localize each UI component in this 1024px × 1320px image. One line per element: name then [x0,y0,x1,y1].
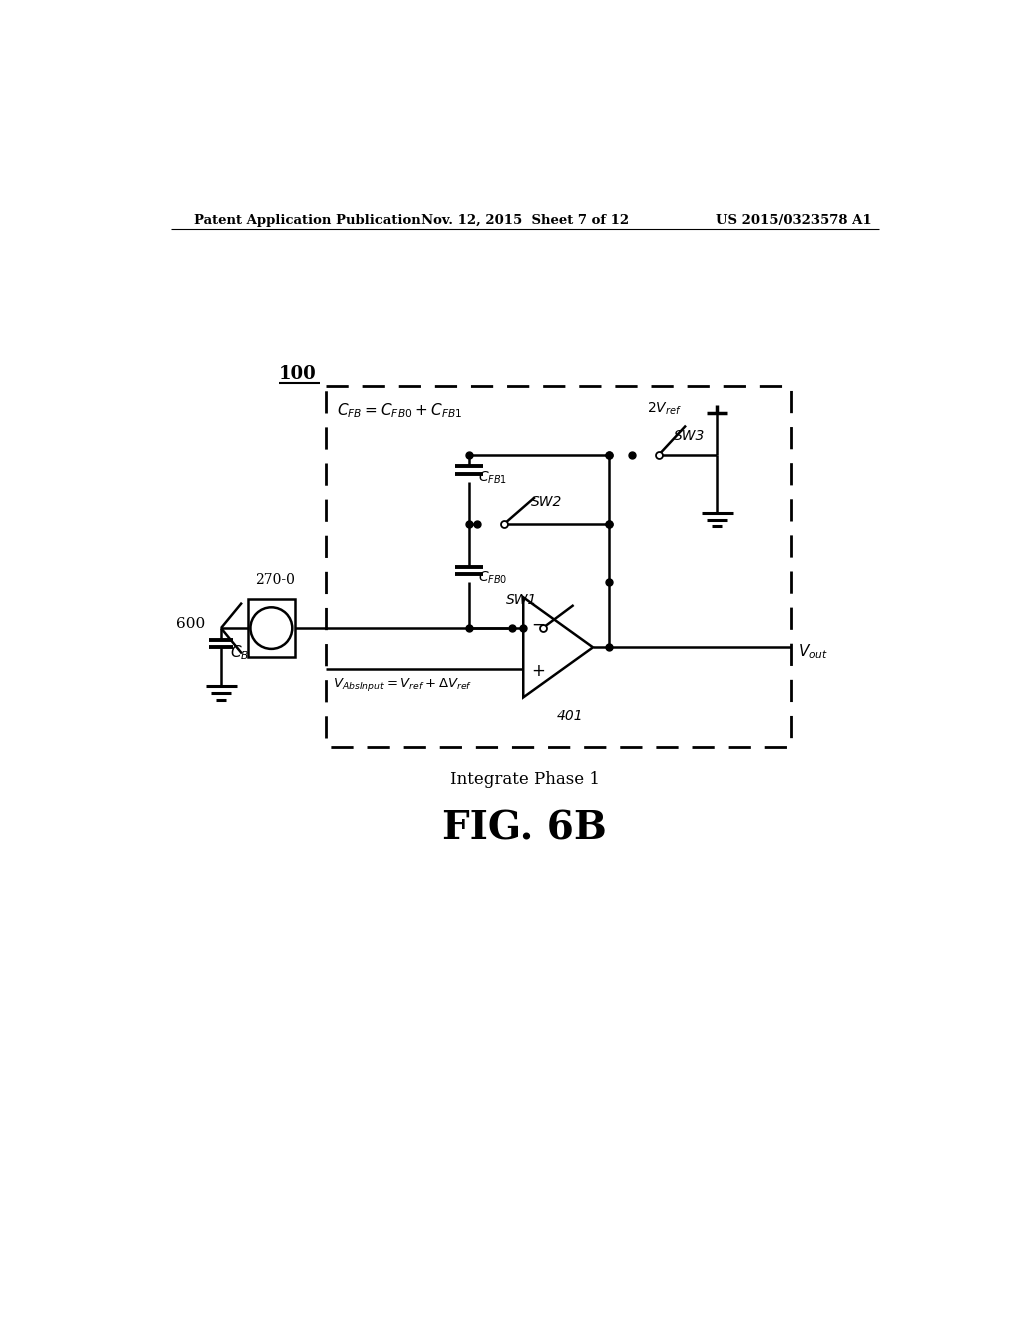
Text: US 2015/0323578 A1: US 2015/0323578 A1 [717,214,872,227]
Text: SW2: SW2 [531,495,562,508]
Text: 600: 600 [176,616,206,631]
Text: $C_B$: $C_B$ [230,644,250,663]
Text: SW1: SW1 [506,593,538,607]
Text: $-$: $-$ [531,615,545,632]
Text: 401: 401 [556,709,583,723]
Text: $C_{FB0}$: $C_{FB0}$ [478,570,508,586]
Text: Patent Application Publication: Patent Application Publication [194,214,421,227]
Bar [248,599,295,657]
Text: Nov. 12, 2015  Sheet 7 of 12: Nov. 12, 2015 Sheet 7 of 12 [421,214,629,227]
Text: $C_{FB} = C_{FB0} + C_{FB1}$: $C_{FB} = C_{FB0} + C_{FB1}$ [337,401,463,420]
Text: $V_{out}$: $V_{out}$ [799,642,828,660]
Text: $V_{AbsInput} = V_{ref} + \Delta V_{ref}$: $V_{AbsInput} = V_{ref} + \Delta V_{ref}… [334,676,473,693]
Text: SW3: SW3 [675,429,706,444]
Text: FIG. 6B: FIG. 6B [442,809,607,847]
Text: $+$: $+$ [531,661,545,680]
Text: $C_{FB1}$: $C_{FB1}$ [478,470,508,486]
Text: Integrate Phase 1: Integrate Phase 1 [450,771,600,788]
Text: 270-0: 270-0 [255,573,295,587]
Text: $2V_{ref}$: $2V_{ref}$ [647,401,682,417]
Text: 100: 100 [280,366,316,383]
